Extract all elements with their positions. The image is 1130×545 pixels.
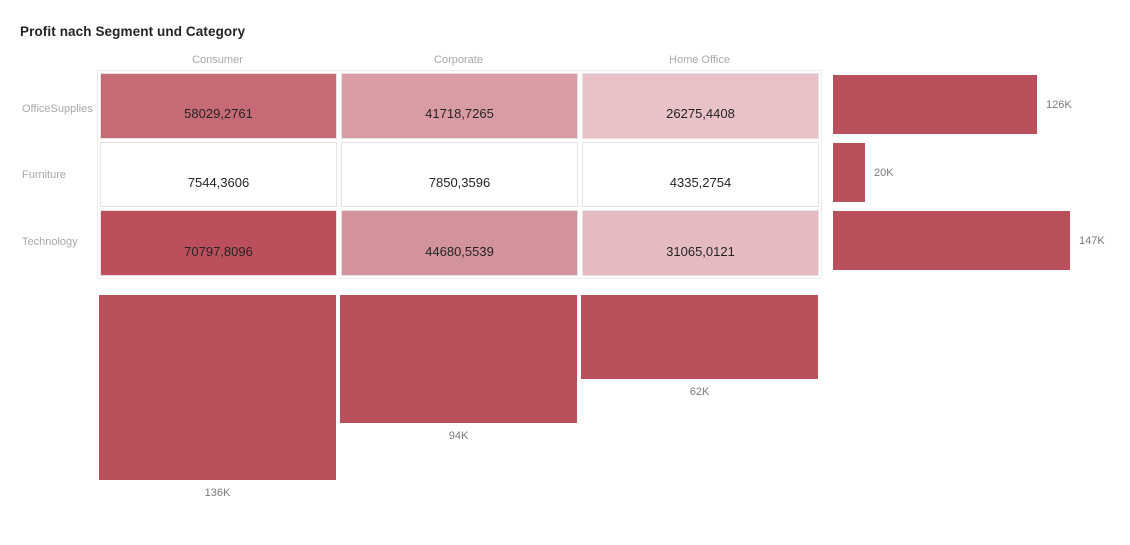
column-total-label: 94K (448, 430, 469, 442)
row-header-officesupplies: OfficeSupplies (22, 103, 93, 115)
cell-value: 4335,2754 (669, 174, 732, 190)
cell-value: 7544,3606 (187, 174, 250, 190)
cell-value: 26275,4408 (666, 106, 735, 122)
heatmap-cell-officesupplies-corporate[interactable]: 41718,7265 (341, 73, 578, 139)
cell-value: 58029,2761 (184, 106, 253, 122)
chart-title: Profit nach Segment und Category (20, 24, 246, 39)
row-header-technology: Technology (22, 236, 78, 248)
column-header-consumer: Consumer (192, 54, 243, 66)
row-total-label: 20K (874, 166, 894, 179)
column-header-home-office: Home Office (669, 54, 730, 66)
cell-value: 7850,3596 (428, 174, 491, 190)
heatmap-cell-officesupplies-home-office[interactable]: 26275,4408 (582, 73, 819, 139)
row-header-furniture: Furniture (22, 169, 67, 181)
column-totals-bar-chart: 136K 94K 62K (99, 295, 818, 499)
cell-value: 44680,5539 (425, 243, 494, 259)
column-total-bar-home-office[interactable] (581, 295, 818, 379)
row-total-bar-technology[interactable] (833, 211, 1070, 270)
heatmap-cell-technology-consumer[interactable]: 70797,8096 (100, 210, 337, 276)
row-total-bar-officesupplies[interactable] (833, 75, 1037, 134)
heatmap-cell-furniture-home-office[interactable]: 4335,2754 (582, 141, 819, 208)
heatmap-cell-technology-corporate[interactable]: 44680,5539 (341, 210, 578, 276)
row-total-bar-furniture[interactable] (833, 143, 865, 202)
heatmap-cell-technology-home-office[interactable]: 31065,0121 (582, 210, 819, 276)
column-total-bar-consumer[interactable] (99, 295, 336, 480)
heatmap-cell-officesupplies-consumer[interactable]: 58029,2761 (100, 73, 337, 139)
column-total-label: 62K (689, 386, 710, 398)
column-total-bar-corporate[interactable] (340, 295, 577, 423)
column-total-label: 136K (204, 487, 231, 499)
cell-value: 31065,0121 (666, 243, 735, 259)
column-header-corporate: Corporate (434, 54, 483, 66)
column-axis: Consumer Corporate Home Office (99, 54, 818, 68)
cell-value: 41718,7265 (425, 106, 494, 122)
row-totals-bar-chart: 126K 20K 147K (833, 72, 1123, 273)
cell-value: 70797,8096 (184, 243, 253, 259)
row-total-label: 126K (1046, 98, 1072, 111)
heatmap-cell-furniture-corporate[interactable]: 7850,3596 (341, 141, 578, 208)
heatmap-matrix: 58029,2761 41718,7265 26275,4408 7544,36… (97, 70, 822, 279)
heatmap-cell-furniture-consumer[interactable]: 7544,3606 (100, 141, 337, 208)
row-total-label: 147K (1079, 234, 1105, 247)
